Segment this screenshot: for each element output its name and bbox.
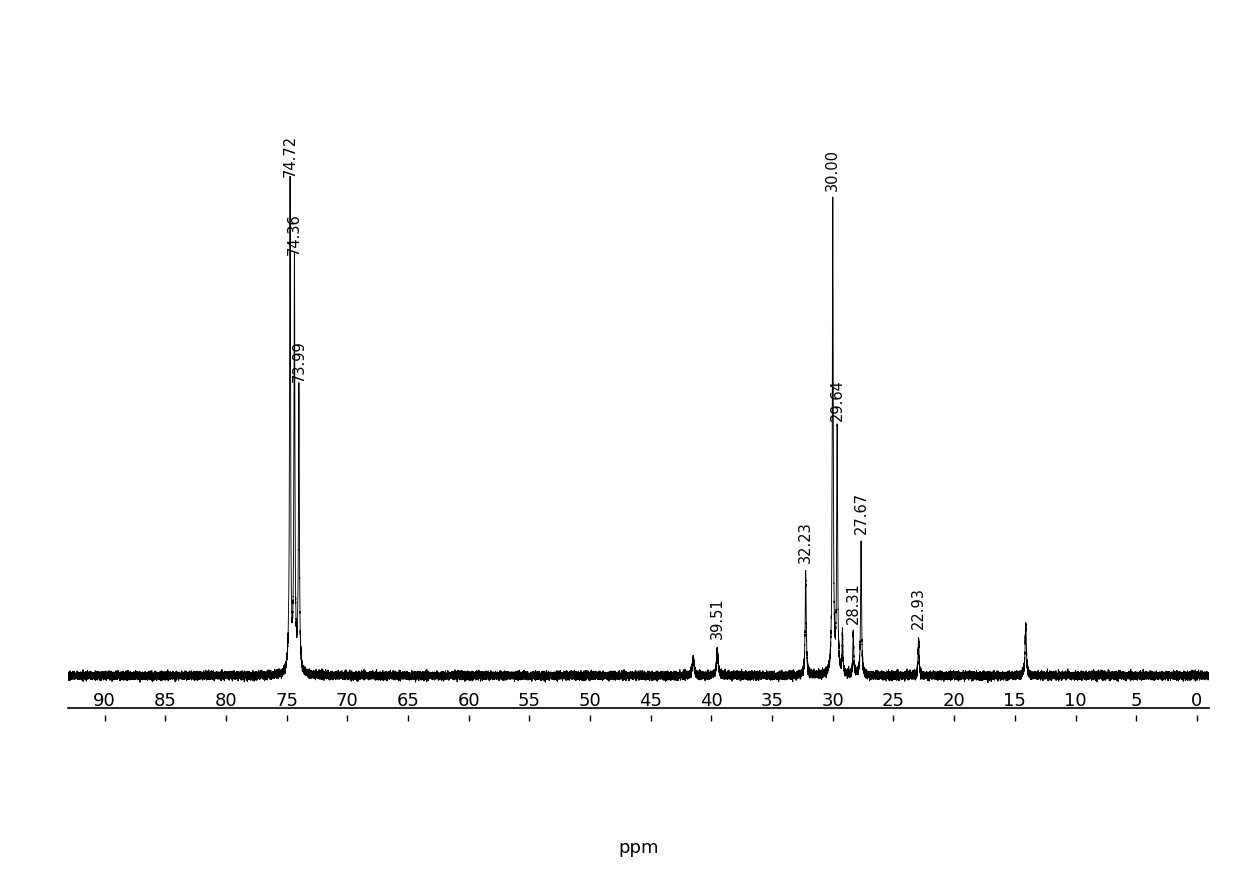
- Text: 22.93: 22.93: [911, 587, 926, 629]
- Text: 28.31: 28.31: [846, 582, 861, 624]
- Text: 74.72: 74.72: [283, 135, 298, 176]
- Text: 73.99: 73.99: [291, 341, 306, 382]
- Text: 30.00: 30.00: [826, 149, 841, 191]
- Text: 74.36: 74.36: [286, 213, 301, 255]
- Text: 29.64: 29.64: [830, 380, 844, 421]
- Text: 27.67: 27.67: [853, 492, 868, 534]
- Text: 39.51: 39.51: [709, 597, 725, 639]
- Text: 32.23: 32.23: [799, 521, 813, 563]
- Text: ppm: ppm: [619, 839, 658, 857]
